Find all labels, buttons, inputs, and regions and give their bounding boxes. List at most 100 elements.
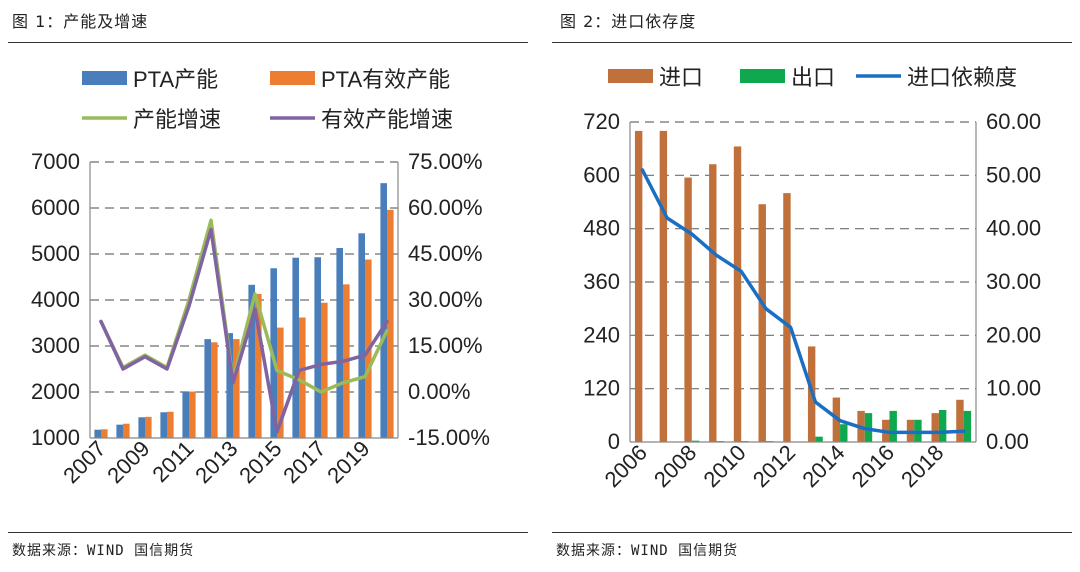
figure1-top-rule xyxy=(8,42,528,43)
bar-进口 xyxy=(783,193,791,442)
bar-进口 xyxy=(659,130,668,442)
left-axis-tick-label: 240 xyxy=(583,322,620,347)
left-axis-tick-label: 4000 xyxy=(31,287,80,312)
bar-PTA有效产能 xyxy=(145,416,152,438)
bar-进口 xyxy=(931,413,939,442)
bar-PTA产能 xyxy=(248,284,255,438)
right-axis-tick-label: 0.00 xyxy=(986,429,1029,454)
x-axis-tick-label: 2008 xyxy=(649,440,701,492)
left-axis-tick-label: 6000 xyxy=(31,195,80,220)
left-axis-tick-label: 0 xyxy=(608,429,620,454)
bar-进口 xyxy=(758,204,766,442)
bar-PTA产能 xyxy=(380,183,387,438)
right-axis-tick-label: 10.00 xyxy=(986,376,1041,401)
bar-PTA产能 xyxy=(292,257,299,438)
left-axis-tick-label: 120 xyxy=(583,376,620,401)
right-axis-tick-label: 60.00 xyxy=(986,109,1041,134)
bar-PTA有效产能 xyxy=(277,327,284,438)
bar-PTA有效产能 xyxy=(167,411,174,438)
bar-出口 xyxy=(889,410,897,442)
right-axis-tick-label: 50.00 xyxy=(986,162,1041,187)
x-axis-tick-label: 2015 xyxy=(234,436,286,488)
figure2-title: 图 2：进口依存度 xyxy=(560,12,697,31)
bar-出口 xyxy=(938,410,947,442)
line-有效产能增速 xyxy=(99,227,389,434)
bar-出口 xyxy=(815,436,823,442)
x-axis-tick-label: 2012 xyxy=(748,440,800,492)
bar-PTA有效产能 xyxy=(255,294,262,438)
bar-出口 xyxy=(691,440,700,442)
left-axis-tick-label: 480 xyxy=(583,216,620,241)
bar-进口 xyxy=(956,399,964,442)
capacity-growth-chart: 1000 2000 3000 4000 5000 6000 7000 -15.00% 0.00%… xyxy=(31,67,490,488)
bar-出口 xyxy=(963,410,972,442)
bar-PTA产能 xyxy=(336,248,343,438)
left-axis-tick-label: 5000 xyxy=(31,241,80,266)
right-axis-tick-label: 60.00% xyxy=(408,195,483,220)
bar-PTA产能 xyxy=(116,424,123,438)
bar-PTA产能 xyxy=(226,333,233,438)
bar-进口 xyxy=(684,177,692,443)
legend-swatch-进口 xyxy=(608,69,653,83)
left-axis-tick-label: 2000 xyxy=(31,379,80,404)
bar-进口 xyxy=(634,130,643,442)
legend-label-产能增速: 产能增速 xyxy=(133,107,221,132)
right-axis-tick-label: 75.00% xyxy=(408,149,483,174)
right-axis-tick-label: 45.00% xyxy=(408,241,483,266)
x-axis-tick-label: 2009 xyxy=(102,436,154,488)
figure2-source: 数据来源：WIND 国信期货 xyxy=(556,543,739,559)
x-axis-tick-label: 2018 xyxy=(896,440,948,492)
x-axis-tick-label: 2014 xyxy=(797,440,849,492)
bar-PTA有效产能 xyxy=(233,339,240,438)
figure1-title: 图 1：产能及增速 xyxy=(12,12,149,31)
bar-PTA产能 xyxy=(138,417,145,438)
x-axis-tick-label: 2010 xyxy=(698,440,750,492)
left-axis-tick-label: 7000 xyxy=(31,149,80,174)
legend-label-PTA产能: PTA产能 xyxy=(133,67,218,92)
bar-PTA有效产能 xyxy=(299,317,306,438)
bar-PTA有效产能 xyxy=(101,429,108,438)
right-axis-tick-label: 30.00% xyxy=(408,287,483,312)
legend-swatch-出口 xyxy=(740,69,785,83)
bar-进口 xyxy=(733,146,742,442)
bar-PTA产能 xyxy=(160,412,167,438)
right-axis-tick-label: 0.00% xyxy=(408,379,470,404)
x-axis-tick-label: 2019 xyxy=(322,436,374,488)
right-axis-tick-label: 40.00 xyxy=(986,216,1041,241)
x-axis-tick-label: 2017 xyxy=(278,436,330,488)
right-axis-tick-label: 15.00% xyxy=(408,333,483,358)
bar-PTA产能 xyxy=(182,392,189,438)
bar-进口 xyxy=(709,164,717,442)
left-axis-tick-label: 600 xyxy=(583,162,620,187)
bar-出口 xyxy=(840,424,848,442)
bar-PTA有效产能 xyxy=(189,391,196,438)
import-dependency-chart: 0 120 240 360 480 600 720 0.00 10.00 20.00 30.00 40… xyxy=(583,65,1041,492)
left-axis-tick-label: 1000 xyxy=(31,425,80,450)
bar-PTA产能 xyxy=(204,339,211,438)
bar-PTA产能 xyxy=(94,429,101,438)
legend-label-进口依赖度: 进口依赖度 xyxy=(907,65,1017,90)
legend-label-PTA有效产能: PTA有效产能 xyxy=(321,67,450,92)
bar-PTA有效产能 xyxy=(123,423,130,438)
legend-label-进口: 进口 xyxy=(659,65,703,90)
left-axis-tick-label: 360 xyxy=(583,269,620,294)
legend-label-出口: 出口 xyxy=(791,65,835,90)
legend-label-有效产能增速: 有效产能增速 xyxy=(321,107,453,132)
x-axis-tick-label: 2013 xyxy=(190,436,242,488)
bar-PTA有效产能 xyxy=(211,342,218,438)
legend-swatch-PTA有效产能 xyxy=(270,71,315,85)
right-axis-tick-label: 30.00 xyxy=(986,269,1041,294)
bar-PTA产能 xyxy=(314,257,321,438)
line-进口依赖度 xyxy=(640,168,966,435)
figure2-top-rule xyxy=(552,42,1072,43)
right-axis-tick-label: 20.00 xyxy=(986,322,1041,347)
legend-swatch-PTA产能 xyxy=(82,71,127,85)
x-axis-tick-label: 2016 xyxy=(847,440,899,492)
left-axis-tick-label: 720 xyxy=(583,109,620,134)
figure1-bottom-rule xyxy=(8,532,528,533)
left-axis-tick-label: 3000 xyxy=(31,333,80,358)
bar-PTA产能 xyxy=(358,233,365,438)
right-axis-tick-label: -15.00% xyxy=(408,425,490,450)
bar-PTA有效产能 xyxy=(321,302,328,438)
x-axis-tick-label: 2011 xyxy=(147,436,198,487)
